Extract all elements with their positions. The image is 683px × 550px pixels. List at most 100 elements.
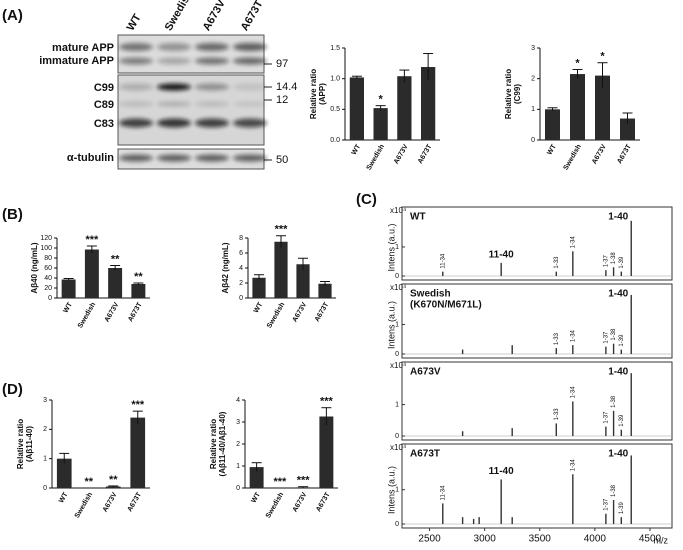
blot-band	[119, 118, 153, 128]
error-bar	[133, 282, 144, 285]
blot-band	[195, 101, 229, 107]
panel-label: (D)	[2, 381, 23, 398]
y-tick-label: 1.0	[330, 76, 340, 83]
y-tick-label: 1.5	[330, 45, 340, 52]
spectrum-title: Swedish	[410, 289, 451, 300]
bar	[421, 67, 436, 140]
bar	[373, 108, 388, 140]
bar	[84, 249, 99, 298]
blot-band	[233, 43, 267, 51]
y-tick-label: 20	[44, 285, 52, 292]
error-bar	[547, 107, 558, 111]
peak-major-label: 1-40	[608, 289, 628, 300]
blot-band	[157, 154, 191, 162]
x-tick-label: A673V	[292, 301, 309, 323]
lane-label: WT	[125, 12, 144, 33]
y-tick-label: 120	[40, 235, 52, 242]
row-label: mature APP	[52, 42, 114, 54]
y-tick-label: 3	[531, 45, 535, 52]
y-tick-label: 4	[236, 397, 240, 404]
x-tick-label: 2500	[418, 534, 441, 545]
peak-label: 1-34	[570, 329, 576, 342]
x-tick-label: A673T	[127, 301, 144, 323]
significance: ***	[320, 396, 334, 408]
bar	[620, 118, 635, 140]
row-label: C83	[94, 118, 114, 130]
bar	[105, 486, 121, 488]
spectrum-title: (K670N/M671L)	[410, 300, 482, 311]
y-axis-label: Aβ40 (ng/mL)	[30, 242, 39, 293]
peak-label: 1-34	[570, 386, 576, 399]
blot-band	[233, 118, 267, 128]
spectrum-frame	[401, 361, 673, 441]
panel-label: (A)	[2, 7, 23, 24]
x-tick-label: Swedish	[266, 301, 286, 329]
peak-label: 1-38	[611, 252, 617, 265]
row-label: C89	[94, 99, 114, 111]
blot-band	[157, 118, 191, 128]
error-bar	[298, 257, 308, 271]
row-label: C99	[94, 82, 114, 94]
y-tick-label: 0	[395, 433, 399, 440]
error-bar	[351, 75, 362, 79]
marker-label: 50	[276, 154, 288, 166]
x-tick-label: WT	[62, 301, 74, 315]
error-bar	[572, 68, 583, 79]
y-tick-label: 1	[395, 244, 399, 251]
peak-label: 1-39	[619, 334, 625, 347]
peak-label: 1-37	[603, 498, 609, 511]
bar	[249, 467, 264, 488]
bar	[349, 77, 364, 140]
y-tick-label: 1	[43, 456, 47, 463]
blot-band	[157, 57, 191, 65]
y-axis-label: Intens (a.u.)	[386, 301, 396, 349]
bar	[252, 277, 266, 298]
blot-band	[119, 83, 153, 91]
x-axis-label: m/z	[654, 535, 669, 545]
panel-label: (C)	[356, 191, 377, 208]
y-tick-label: 0	[43, 485, 47, 492]
significance: *	[600, 51, 605, 63]
y-axis-label: (APP)	[318, 83, 327, 105]
y-tick-label: 8	[239, 235, 243, 242]
x-tick-label: Swedish	[265, 491, 285, 519]
x-tick-label: A673T	[616, 143, 633, 165]
y-tick-label: 0.0	[330, 137, 340, 144]
blot-band	[233, 154, 267, 162]
bar	[296, 264, 310, 298]
x-tick-label: A673T	[127, 491, 144, 513]
x-tick-label: 3500	[529, 534, 552, 545]
bar	[108, 268, 123, 298]
y-axis-label: Relative ratio	[209, 419, 218, 469]
x-tick-label: WT	[351, 143, 363, 157]
bar	[274, 241, 288, 298]
blot-band	[119, 154, 153, 162]
peak-label: 11-34	[440, 253, 446, 269]
x-tick-label: 4000	[584, 534, 607, 545]
marker-label: 12	[276, 94, 288, 106]
error-bar	[132, 410, 143, 425]
y-tick-label: 2	[531, 76, 535, 83]
bar	[61, 279, 76, 298]
peak-label: 1-39	[619, 501, 625, 514]
y-tick-label: 4	[239, 265, 243, 272]
significance: *	[378, 94, 383, 106]
blot-frame	[117, 34, 265, 74]
panel-label: (B)	[2, 206, 23, 223]
y-tick-label: 6	[239, 250, 243, 257]
significance: ***	[131, 399, 145, 411]
error-bar	[276, 235, 286, 248]
error-bar	[321, 407, 332, 426]
row-label: immature APP	[39, 55, 114, 67]
x-tick-label: Swedish	[366, 143, 386, 171]
y-tick-label: 0	[239, 295, 243, 302]
lane-label: A673T	[239, 0, 266, 33]
blot-band	[195, 154, 229, 162]
peak-label: 1-33	[554, 256, 560, 269]
blot-band	[119, 57, 153, 65]
lane-label: A673V	[201, 0, 229, 33]
peak-label: 1-39	[619, 256, 625, 269]
y-axis-label: Relative ratio	[309, 69, 318, 119]
y-tick-label: 0	[48, 295, 52, 302]
